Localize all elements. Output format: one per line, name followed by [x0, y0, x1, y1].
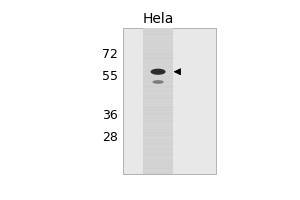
Ellipse shape [152, 80, 164, 84]
Ellipse shape [151, 69, 166, 75]
Bar [123, 28, 216, 174]
Text: Hela: Hela [142, 12, 174, 26]
Text: 55: 55 [102, 70, 118, 83]
Text: 36: 36 [102, 109, 118, 122]
Bar [143, 28, 173, 174]
Text: 28: 28 [102, 131, 118, 144]
Text: 72: 72 [102, 48, 118, 61]
Polygon shape [174, 69, 181, 75]
